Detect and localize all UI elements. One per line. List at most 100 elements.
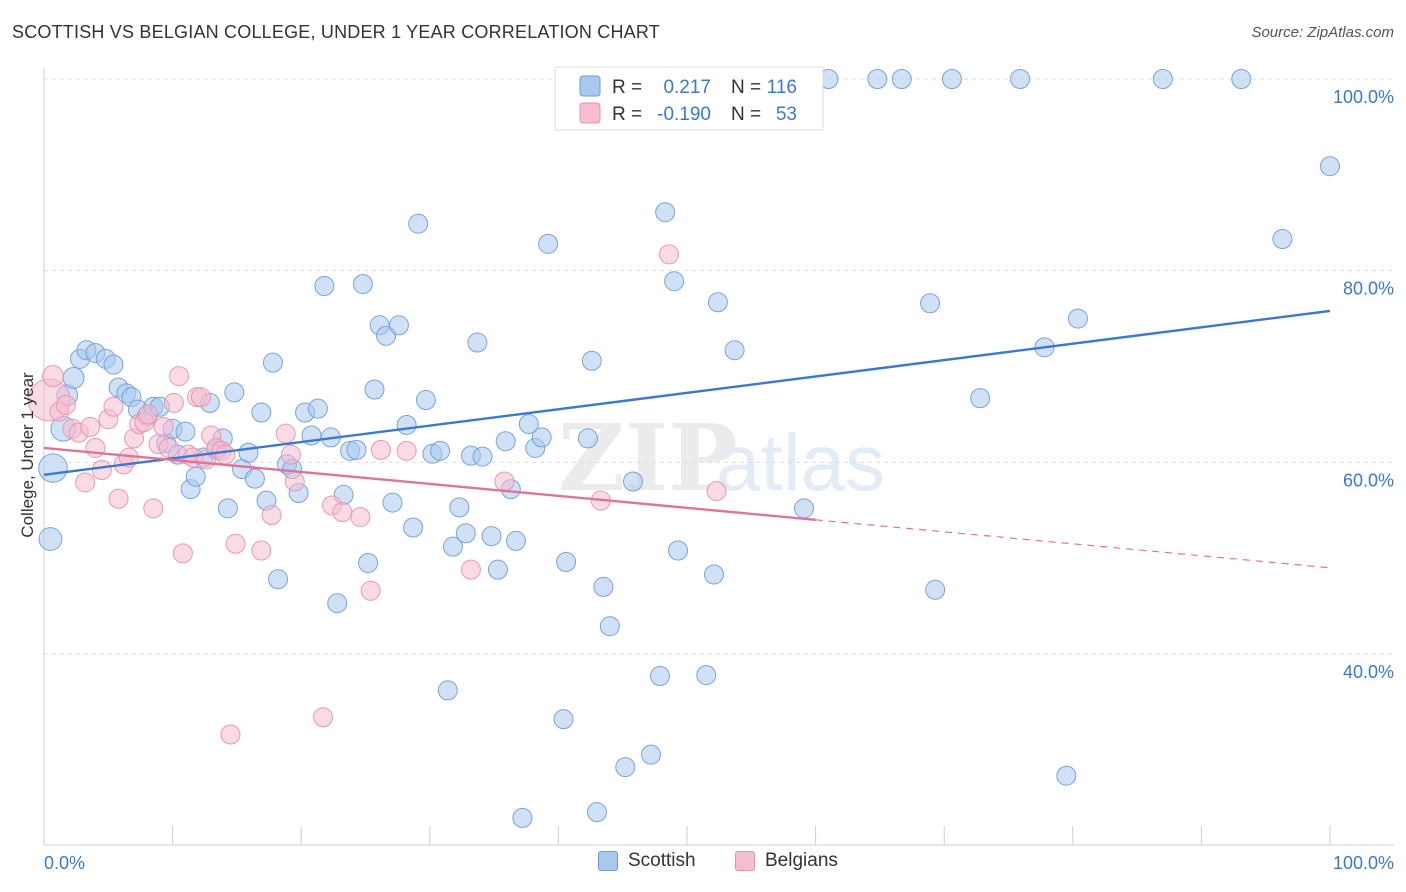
watermark-atlas: atlas [716, 418, 885, 507]
legend-swatch-belgians-bottom [735, 851, 755, 871]
scottish-point-61 [437, 680, 458, 701]
scottish-point-35 [268, 569, 289, 590]
scottish-point-84 [593, 576, 614, 597]
scottish-point-44 [327, 593, 348, 614]
belgian-point-12 [108, 488, 129, 509]
scottish-regression-line [43, 309, 1331, 476]
scottish-point-98 [794, 498, 815, 519]
scottish-point-30 [238, 442, 259, 463]
legend-r-value-scottish: 0.217 [663, 77, 711, 98]
regression-lines [43, 309, 1331, 569]
scottish-point-93 [696, 665, 717, 686]
scottish-point-41 [307, 398, 328, 419]
scottish-point-63 [449, 497, 470, 518]
scottish-point-67 [472, 446, 493, 467]
scottish-point-58 [415, 390, 436, 411]
belgian-point-24 [169, 366, 190, 387]
belgian-point-39 [275, 423, 296, 444]
scottish-point-9 [103, 354, 124, 375]
legend-r-label-belgian: R = [612, 104, 642, 125]
scottish-point-88 [640, 744, 661, 765]
scottish-point-70 [495, 431, 516, 452]
series-legend: Scottish Belgians [0, 850, 1406, 878]
scottish-point-53 [382, 492, 403, 513]
x-tick-labels: 0.0% 100.0% [44, 853, 1394, 873]
source-label: Source: ZipAtlas.com [1251, 24, 1394, 41]
belgian-point-3 [55, 394, 76, 415]
scottish-point-27 [217, 498, 238, 519]
scottish-point-20 [175, 421, 196, 442]
scottish-point-96 [724, 340, 745, 361]
belgian-point-36 [225, 533, 246, 554]
belgian-point-22 [158, 437, 179, 458]
scottish-point-112 [1272, 229, 1293, 250]
scottish-point-50 [364, 379, 385, 400]
scottish-point-62 [442, 536, 463, 557]
scottish-point-4 [62, 367, 85, 389]
belgian-point-38 [261, 505, 282, 526]
stats-legend: R = 0.217 N = 116 R = -0.190 N = 53 [554, 66, 824, 131]
scottish-point-100 [867, 69, 888, 89]
scottish-point-32 [251, 402, 272, 423]
scottish-point-0 [38, 453, 68, 483]
scottish-point-73 [512, 807, 533, 828]
scottish-point-102 [920, 293, 941, 314]
belgian-point-49 [460, 559, 481, 580]
scottish-point-83 [586, 802, 607, 823]
scottish-point-34 [262, 352, 283, 373]
x-tick-label-100: 100.0% [1333, 853, 1394, 873]
scottish-point-31 [244, 468, 265, 489]
legend-label-belgians: Belgians [765, 850, 838, 871]
legend-item-scottish[interactable]: Scottish [598, 850, 696, 872]
belgian-point-48 [396, 440, 417, 461]
belgian-point-8 [85, 437, 106, 458]
scottish-point-68 [481, 526, 502, 547]
scottish-point-110 [1152, 69, 1173, 89]
legend-swatch-belgian [579, 102, 601, 124]
belgian-point-18 [138, 404, 159, 425]
belgian-point-34 [215, 444, 236, 465]
x-ticks [43, 826, 1331, 845]
belgian-point-44 [332, 502, 353, 523]
scottish-point-89 [649, 666, 670, 687]
y-tick-label-80: 80.0% [1343, 279, 1394, 299]
legend-label-scottish: Scottish [628, 850, 696, 871]
scottish-point-94 [704, 564, 725, 585]
scottish-point-22 [185, 466, 206, 487]
scottish-point-90 [655, 202, 676, 223]
belgian-point-40 [280, 444, 301, 465]
scottish-point-113 [1320, 156, 1340, 177]
belgian-point-53 [706, 481, 727, 502]
scottish-point-47 [346, 439, 367, 460]
scottish-point-64 [455, 523, 476, 544]
scottish-point-79 [556, 552, 577, 572]
belgian-point-1 [42, 365, 64, 388]
watermark: ZIP atlas [558, 404, 885, 512]
scottish-point-1 [38, 527, 63, 551]
scottish-point-103 [925, 579, 946, 600]
belgian-point-9 [91, 460, 112, 480]
scottish-point-78 [553, 709, 574, 730]
scottish-point-106 [1010, 69, 1031, 89]
scottish-point-76 [531, 427, 552, 448]
legend-r-value-belgian: -0.190 [657, 104, 711, 125]
scottish-point-87 [622, 471, 643, 492]
y-tick-label-100: 100.0% [1333, 87, 1394, 107]
belgian-point-47 [370, 439, 391, 460]
scottish-point-91 [664, 271, 685, 292]
scottish-point-60 [430, 440, 451, 461]
scottish-point-95 [707, 292, 728, 313]
legend-n-label-scottish: N = [731, 77, 761, 98]
scottish-point-57 [408, 213, 429, 234]
scottish-point-104 [941, 69, 962, 89]
belgian-point-7 [80, 416, 101, 437]
belgian-point-11 [103, 396, 124, 417]
scottish-point-86 [615, 757, 636, 778]
scottish-point-109 [1067, 308, 1088, 329]
scottish-point-56 [403, 517, 424, 538]
legend-item-belgians[interactable]: Belgians [735, 850, 838, 872]
belgian-regression-extension [815, 519, 1331, 569]
y-axis-label: College, Under 1 year [18, 372, 37, 538]
belgian-point-23 [163, 392, 184, 413]
